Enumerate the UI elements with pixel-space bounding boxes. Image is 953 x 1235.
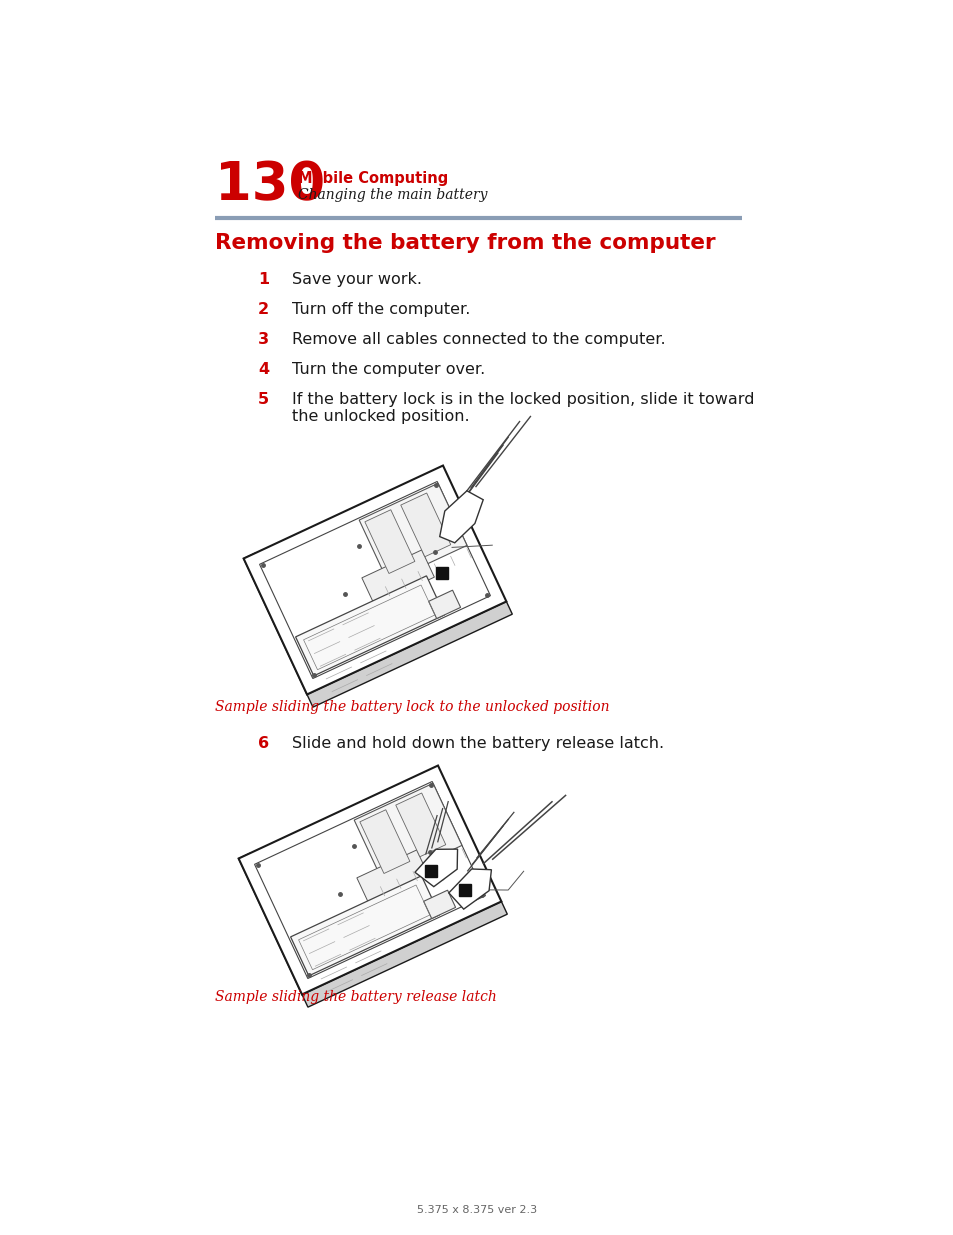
Polygon shape <box>238 852 314 994</box>
Text: 2: 2 <box>257 303 269 317</box>
Text: Turn the computer over.: Turn the computer over. <box>292 362 485 377</box>
Text: 1: 1 <box>257 272 269 287</box>
Polygon shape <box>359 483 467 582</box>
Polygon shape <box>423 890 456 919</box>
Text: 3: 3 <box>257 332 269 347</box>
Polygon shape <box>243 552 319 694</box>
Text: Save your work.: Save your work. <box>292 272 421 287</box>
Polygon shape <box>395 793 445 857</box>
Polygon shape <box>243 466 506 694</box>
Polygon shape <box>415 850 457 887</box>
Polygon shape <box>400 493 451 557</box>
Text: Sample sliding the battery release latch: Sample sliding the battery release latch <box>214 990 497 1004</box>
Polygon shape <box>302 902 507 1008</box>
Polygon shape <box>428 590 460 619</box>
Text: Turn off the computer.: Turn off the computer. <box>292 303 470 317</box>
Polygon shape <box>354 783 461 882</box>
Polygon shape <box>307 601 512 708</box>
Text: 5.375 x 8.375 ver 2.3: 5.375 x 8.375 ver 2.3 <box>416 1205 537 1215</box>
Polygon shape <box>448 869 491 909</box>
Text: 130: 130 <box>214 159 325 211</box>
Text: Slide and hold down the battery release latch.: Slide and hold down the battery release … <box>292 736 663 751</box>
Polygon shape <box>359 810 410 873</box>
Polygon shape <box>361 550 434 605</box>
Polygon shape <box>238 766 501 994</box>
Text: If the battery lock is in the locked position, slide it toward
the unlocked posi: If the battery lock is in the locked pos… <box>292 391 754 425</box>
Text: Removing the battery from the computer: Removing the battery from the computer <box>214 233 715 253</box>
Polygon shape <box>439 490 483 543</box>
Text: 4: 4 <box>257 362 269 377</box>
Text: Sample sliding the battery lock to the unlocked position: Sample sliding the battery lock to the u… <box>214 700 609 714</box>
Polygon shape <box>364 510 415 573</box>
Text: Mobile Computing: Mobile Computing <box>297 170 448 186</box>
Text: Remove all cables connected to the computer.: Remove all cables connected to the compu… <box>292 332 665 347</box>
Polygon shape <box>291 876 439 976</box>
Text: Changing the main battery: Changing the main battery <box>297 188 487 203</box>
Text: 5: 5 <box>257 391 269 408</box>
Polygon shape <box>295 576 444 676</box>
Text: 6: 6 <box>257 736 269 751</box>
Polygon shape <box>356 850 429 905</box>
